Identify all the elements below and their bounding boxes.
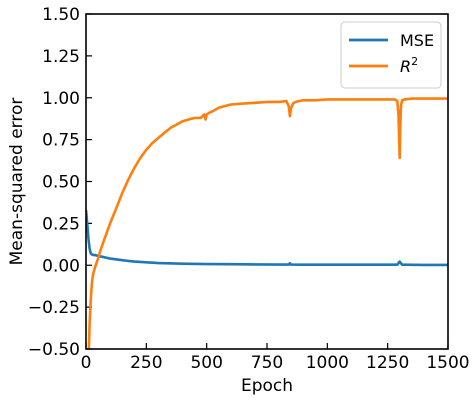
y-tick-label-4: 0.50 <box>42 173 80 193</box>
y-tick-label-5: 0.75 <box>42 131 80 151</box>
legend-label-mse: MSE <box>400 31 434 50</box>
y-axis-ticks: −0.50 −0.25 0.00 0.25 0.50 0.75 1.00 1.25 1.50 <box>28 5 92 360</box>
y-tick-label-6: 1.00 <box>42 89 80 109</box>
y-tick-label-8: 1.50 <box>42 5 80 25</box>
y-axis-label: Mean-squared error <box>7 98 27 266</box>
legend: MSE R2 <box>340 21 442 89</box>
x-axis-ticks: 0 250 500 750 1000 1250 1500 <box>81 343 470 373</box>
series-line-r2 <box>87 97 448 349</box>
legend-label-r2: R2 <box>400 55 418 76</box>
series-layer <box>86 97 448 349</box>
x-tick-label-6: 1500 <box>426 353 469 373</box>
y-tick-label-2: 0.00 <box>42 256 80 276</box>
x-tick-label-1: 250 <box>130 353 162 373</box>
x-axis-label: Epoch <box>241 376 293 396</box>
x-tick-label-5: 1250 <box>366 353 409 373</box>
x-tick-label-0: 0 <box>81 353 92 373</box>
legend-box <box>340 21 442 89</box>
y-tick-label-0: −0.50 <box>28 340 80 360</box>
y-tick-label-1: −0.25 <box>28 298 80 318</box>
y-tick-label-7: 1.25 <box>42 47 80 67</box>
x-tick-label-4: 1000 <box>306 353 349 373</box>
y-tick-label-3: 0.25 <box>42 214 80 234</box>
x-tick-label-3: 750 <box>251 353 283 373</box>
x-tick-label-2: 500 <box>190 353 222 373</box>
plot-frame <box>85 13 449 350</box>
series-line-mse <box>86 209 448 267</box>
